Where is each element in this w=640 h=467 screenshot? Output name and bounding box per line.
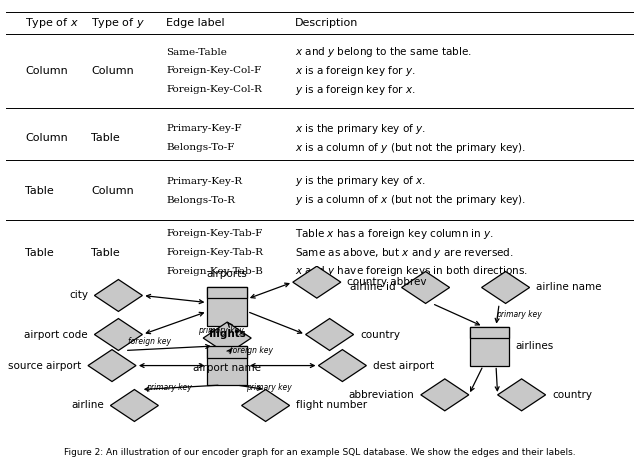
- Text: primary key: primary key: [496, 311, 541, 319]
- Polygon shape: [402, 271, 450, 304]
- Bar: [207, 287, 247, 325]
- Text: abbreviation: abbreviation: [349, 390, 415, 400]
- Text: airline id: airline id: [349, 283, 396, 292]
- Text: Type of $y$: Type of $y$: [91, 15, 145, 29]
- Text: $x$ is a foreign key for $y$.: $x$ is a foreign key for $y$.: [295, 64, 415, 78]
- Polygon shape: [319, 350, 366, 382]
- Text: $x$ and $y$ have foreign keys in both directions.: $x$ and $y$ have foreign keys in both di…: [295, 264, 528, 278]
- Text: flight number: flight number: [296, 401, 367, 410]
- Polygon shape: [498, 379, 545, 411]
- Text: Table: Table: [91, 133, 120, 143]
- Text: $y$ is the primary key of $x$.: $y$ is the primary key of $x$.: [295, 174, 426, 188]
- Text: Description: Description: [295, 18, 358, 28]
- Text: Table: Table: [25, 186, 54, 196]
- Bar: [207, 346, 247, 385]
- Text: airport code: airport code: [24, 330, 88, 340]
- Text: country: country: [552, 390, 592, 400]
- Text: Type of $x$: Type of $x$: [25, 15, 79, 29]
- Bar: [207, 346, 247, 358]
- Text: primary key: primary key: [198, 325, 244, 335]
- Text: Same as above, but $x$ and $y$ are reversed.: Same as above, but $x$ and $y$ are rever…: [295, 246, 514, 260]
- Text: Table $x$ has a foreign key column in $y$.: Table $x$ has a foreign key column in $y…: [295, 227, 494, 241]
- Text: country: country: [360, 330, 400, 340]
- Text: dest airport: dest airport: [372, 361, 434, 371]
- Text: flights: flights: [208, 329, 246, 339]
- Polygon shape: [110, 389, 159, 421]
- Text: airport name: airport name: [193, 363, 261, 373]
- Text: airlines: airlines: [516, 341, 554, 351]
- Polygon shape: [482, 271, 530, 304]
- Text: Foreign-Key-Tab-B: Foreign-Key-Tab-B: [166, 267, 263, 276]
- Text: Column: Column: [25, 66, 68, 76]
- Polygon shape: [421, 379, 468, 411]
- Text: Belongs-To-R: Belongs-To-R: [166, 196, 236, 205]
- Text: $x$ is the primary key of $y$.: $x$ is the primary key of $y$.: [295, 122, 426, 136]
- Text: foreign key: foreign key: [230, 346, 273, 354]
- Text: country abbrev: country abbrev: [347, 277, 427, 287]
- Polygon shape: [204, 322, 251, 354]
- Text: Column: Column: [25, 133, 68, 143]
- Text: Edge label: Edge label: [166, 18, 225, 28]
- Text: Table: Table: [91, 248, 120, 258]
- Bar: [470, 326, 509, 338]
- Polygon shape: [95, 318, 143, 350]
- Text: Same-Table: Same-Table: [166, 48, 227, 57]
- Text: Column: Column: [91, 186, 134, 196]
- Polygon shape: [95, 279, 143, 311]
- Polygon shape: [88, 350, 136, 382]
- Text: Foreign-Key-Tab-F: Foreign-Key-Tab-F: [166, 229, 262, 239]
- Text: Belongs-To-F: Belongs-To-F: [166, 143, 235, 152]
- Bar: [470, 326, 509, 366]
- Text: Figure 2: An illustration of our encoder graph for an example SQL database. We s: Figure 2: An illustration of our encoder…: [64, 448, 576, 458]
- Text: $x$ and $y$ belong to the same table.: $x$ and $y$ belong to the same table.: [295, 45, 472, 59]
- Text: airline name: airline name: [536, 283, 602, 292]
- Text: $y$ is a foreign key for $x$.: $y$ is a foreign key for $x$.: [295, 83, 415, 97]
- Text: source airport: source airport: [8, 361, 81, 371]
- Text: Foreign-Key-Tab-R: Foreign-Key-Tab-R: [166, 248, 263, 257]
- Polygon shape: [242, 389, 289, 421]
- Text: city: city: [69, 290, 88, 300]
- Text: primary key: primary key: [147, 383, 192, 392]
- Text: foreign key: foreign key: [128, 337, 171, 346]
- Text: Table: Table: [25, 248, 54, 258]
- Text: $y$ is a column of $x$ (but not the primary key).: $y$ is a column of $x$ (but not the prim…: [295, 193, 526, 207]
- Bar: [207, 287, 247, 298]
- Text: $x$ is a column of $y$ (but not the primary key).: $x$ is a column of $y$ (but not the prim…: [295, 141, 526, 155]
- Polygon shape: [293, 266, 340, 298]
- Text: airline: airline: [71, 401, 104, 410]
- Text: Primary-Key-R: Primary-Key-R: [166, 177, 243, 186]
- Text: Foreign-Key-Col-F: Foreign-Key-Col-F: [166, 66, 262, 75]
- Text: Column: Column: [91, 66, 134, 76]
- Text: Primary-Key-F: Primary-Key-F: [166, 124, 242, 134]
- Polygon shape: [306, 318, 354, 350]
- Text: airports: airports: [207, 269, 248, 279]
- Text: Foreign-Key-Col-R: Foreign-Key-Col-R: [166, 85, 262, 94]
- Text: primary key: primary key: [246, 383, 292, 392]
